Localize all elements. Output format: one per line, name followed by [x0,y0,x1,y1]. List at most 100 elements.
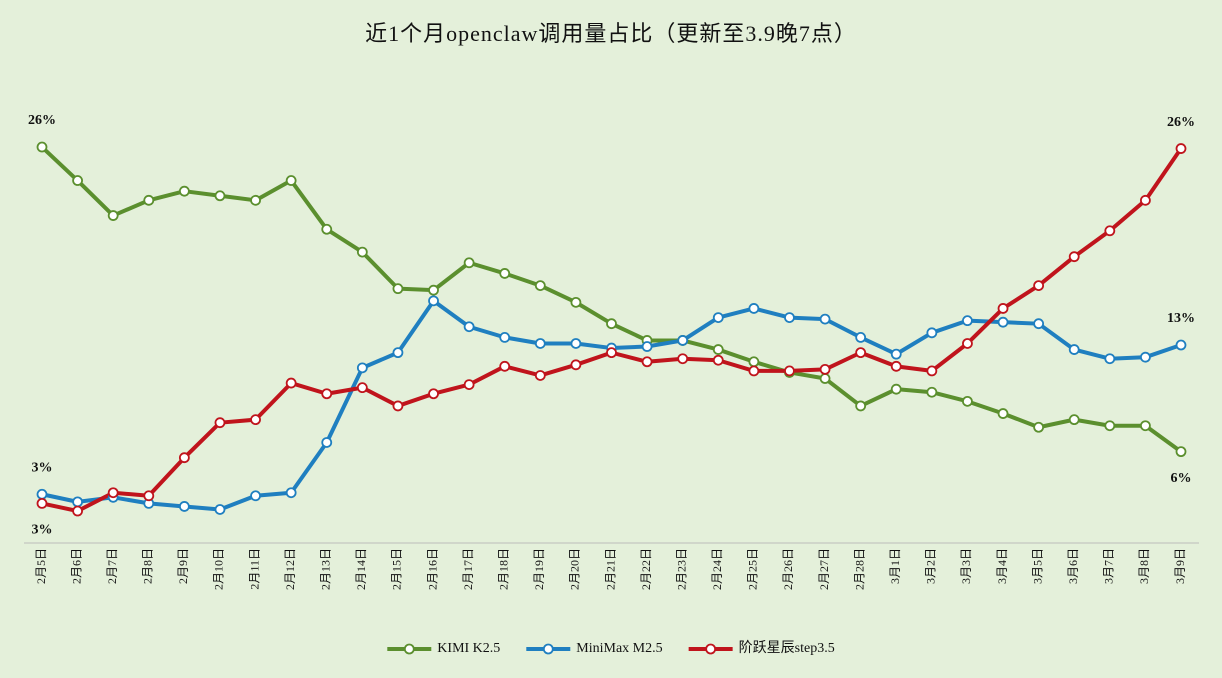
legend-label: KIMI K2.5 [437,641,500,656]
data-label: 3% [32,460,53,475]
x-tick-label: 2月5日 [34,548,48,584]
x-tick-label: 2月7日 [105,548,119,584]
data-point [428,284,439,296]
data-point [1175,339,1187,351]
data-point [321,388,333,400]
data-point [1033,280,1045,292]
data-point [677,353,689,365]
x-tick-label: 3月3日 [959,548,973,584]
legend-marker [705,643,717,655]
data-point [784,312,795,323]
x-tick-label: 2月25日 [746,548,760,590]
data-point [997,316,1009,328]
data-point [107,210,119,221]
data-point [1140,351,1151,363]
x-tick-label: 2月26日 [781,548,795,590]
data-point [819,363,831,375]
x-tick-label: 2月18日 [496,548,510,590]
data-point [855,347,867,359]
legend-marker [403,643,415,655]
data-point [72,175,83,186]
data-point [428,295,439,307]
data-point [1104,353,1116,365]
data-point [1175,143,1187,154]
x-tick-label: 3月2日 [924,548,938,584]
data-point [1068,344,1080,355]
data-point [748,365,760,377]
data-point [712,354,724,366]
data-point [926,365,938,377]
data-point [285,377,297,389]
data-point [214,504,226,515]
x-tick-label: 2月10日 [212,548,226,590]
x-tick-label: 2月13日 [319,548,333,590]
x-tick-label: 2月17日 [461,548,475,590]
x-tick-label: 2月15日 [390,548,404,590]
data-label: 3% [32,523,53,538]
data-point [143,490,155,502]
data-point [285,487,297,499]
data-point [250,414,261,426]
x-tick-label: 2月23日 [674,548,688,590]
data-point [36,498,48,509]
data-point [463,257,475,269]
data-point [570,296,582,308]
data-point [499,268,511,279]
x-tick-label: 3月7日 [1102,548,1116,584]
data-point [534,338,546,349]
data-label: 13% [1167,311,1195,326]
data-point [641,341,653,352]
x-tick-label: 3月4日 [995,548,1009,584]
x-tick-label: 2月28日 [852,548,866,590]
data-point [784,365,795,377]
data-point [178,501,190,512]
x-tick-label: 2月11日 [247,548,261,590]
data-point [250,490,261,502]
data-point [962,338,973,349]
x-tick-label: 2月22日 [639,548,653,590]
data-point [214,417,226,429]
data-point [428,388,439,400]
data-point [606,347,617,359]
data-point [463,379,475,391]
data-point [677,335,689,346]
data-point [285,175,297,186]
data-point [356,362,368,374]
data-point [855,331,867,343]
data-point [392,347,404,359]
data-point [890,360,902,372]
data-point [641,356,653,368]
data-point [107,487,119,499]
data-point [1033,421,1045,433]
data-point [356,246,368,258]
data-label: 6% [1171,471,1192,486]
data-point [534,370,546,381]
x-tick-label: 2月8日 [141,548,155,584]
data-point [72,505,83,517]
legend-label: 阶跃星辰step3.5 [739,640,835,656]
data-point [1104,420,1116,432]
data-label: 26% [28,113,56,128]
data-point [463,321,475,333]
x-tick-label: 3月6日 [1066,548,1080,584]
data-point [356,382,368,394]
data-point [748,356,760,368]
data-point [890,383,902,395]
data-point [819,373,831,384]
x-tick-label: 3月8日 [1137,548,1151,584]
x-tick-label: 2月16日 [425,548,439,590]
data-point [819,313,831,325]
data-point [36,488,48,500]
legend-label: MiniMax M2.5 [576,641,662,656]
data-point [214,190,226,202]
data-point [72,496,83,508]
data-point [926,386,938,398]
data-point [1104,225,1116,237]
chart-title: 近1个月openclaw调用量占比（更新至3.9晚7点） [365,21,857,46]
data-point [962,315,973,327]
data-point [712,344,724,355]
data-point [997,303,1009,314]
data-point [392,400,404,412]
